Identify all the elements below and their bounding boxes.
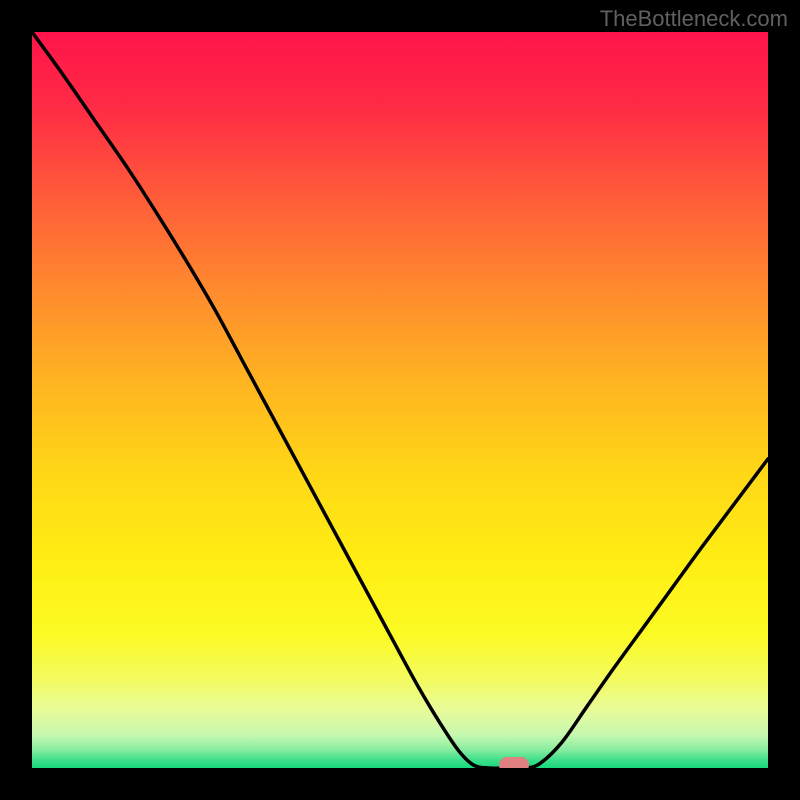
watermark-text: TheBottleneck.com <box>600 6 788 32</box>
optimum-marker <box>499 757 529 768</box>
plot-area <box>32 32 768 768</box>
bottleneck-curve <box>32 32 768 768</box>
